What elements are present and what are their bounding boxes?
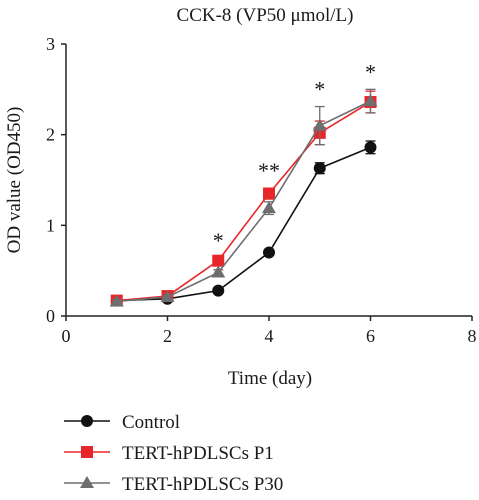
data-point	[109, 294, 124, 307]
data-point	[263, 187, 275, 200]
chart-title: CCK-8 (VP50 μmol/L)	[177, 5, 354, 26]
data-point	[363, 94, 378, 107]
legend: Control TERT-hPDLSCs P1 TERT-hPDLSCs P30	[64, 412, 283, 495]
data-point	[212, 254, 225, 267]
legend-marker	[81, 446, 93, 458]
legend-marker	[80, 476, 94, 488]
y-tick-label: 1	[46, 215, 55, 235]
legend-marker	[81, 415, 93, 427]
significance-marker: *	[365, 59, 376, 84]
legend-item: TERT-hPDLSCs P30	[64, 474, 283, 495]
data-point	[211, 265, 226, 278]
data-point	[262, 201, 276, 214]
legend-label: TERT-hPDLSCs P1	[122, 443, 274, 464]
series-line	[116, 101, 371, 302]
legend-label: TERT-hPDLSCs P30	[122, 474, 283, 495]
significance-marker: *	[213, 228, 224, 253]
y-axis-label: OD value (OD450)	[4, 107, 25, 254]
x-axis-label: Time (day)	[228, 368, 312, 389]
x-tick-label: 0	[62, 326, 71, 346]
data-point	[263, 246, 275, 259]
significance-marker: **	[258, 158, 280, 183]
x-tick-label: 8	[468, 326, 477, 346]
x-tick-label: 4	[265, 326, 274, 346]
significance-marker: *	[314, 77, 325, 102]
series-line	[116, 146, 371, 302]
data-point	[160, 289, 175, 302]
series-line	[116, 100, 371, 303]
legend-label: Control	[122, 412, 180, 433]
series-2	[110, 90, 377, 307]
legend-item: Control	[64, 412, 180, 433]
y-tick-label: 3	[46, 34, 55, 54]
x-tick-label: 6	[366, 326, 375, 346]
series-1	[110, 140, 377, 307]
data-point	[313, 162, 326, 175]
x-tick-label: 2	[163, 326, 172, 346]
data-point	[212, 284, 225, 297]
data-point	[364, 141, 377, 154]
data-point	[312, 118, 327, 131]
series-3	[109, 88, 378, 307]
legend-item: TERT-hPDLSCs P1	[64, 443, 274, 464]
y-tick-label: 0	[46, 306, 55, 326]
y-tick-label: 2	[46, 125, 55, 145]
